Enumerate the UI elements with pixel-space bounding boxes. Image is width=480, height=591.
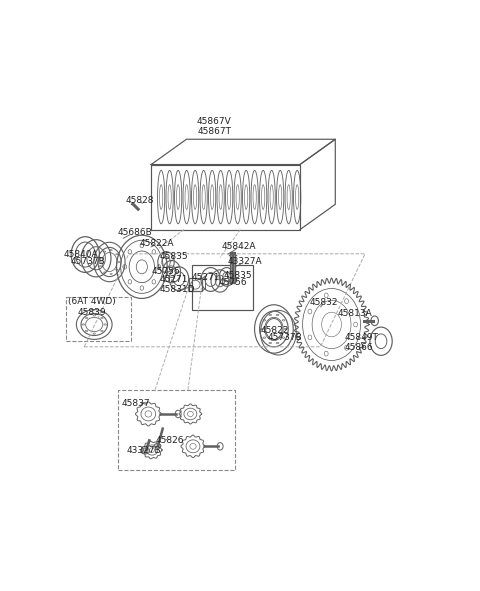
Text: 45849T
45866: 45849T 45866 <box>345 333 378 352</box>
Text: 45835: 45835 <box>224 271 252 280</box>
Text: 45826: 45826 <box>156 436 184 445</box>
Text: 45271: 45271 <box>160 275 188 284</box>
Text: 45813A: 45813A <box>337 309 372 318</box>
Text: 45867V
45867T: 45867V 45867T <box>197 117 232 137</box>
Text: 45835: 45835 <box>160 252 188 261</box>
Text: 45271: 45271 <box>192 273 221 282</box>
Text: 45822: 45822 <box>261 326 289 335</box>
Text: 45756: 45756 <box>152 267 180 276</box>
Text: 45686B: 45686B <box>118 228 153 237</box>
Text: 45842A: 45842A <box>222 242 256 251</box>
Text: 45832: 45832 <box>309 298 338 307</box>
Text: 43327B: 43327B <box>126 446 161 456</box>
Text: (6AT 4WD): (6AT 4WD) <box>68 297 116 306</box>
Text: 45737B: 45737B <box>71 258 105 267</box>
Text: 45837: 45837 <box>121 399 150 408</box>
Text: 45840A: 45840A <box>64 250 98 259</box>
Text: 45828: 45828 <box>125 196 154 205</box>
Text: 45756: 45756 <box>218 278 247 287</box>
Text: 45831D: 45831D <box>160 285 195 294</box>
Text: 45822A: 45822A <box>140 239 175 248</box>
Text: 43327A: 43327A <box>228 258 262 267</box>
Text: 45839: 45839 <box>78 308 107 317</box>
Ellipse shape <box>154 443 161 448</box>
Ellipse shape <box>141 448 150 454</box>
Text: 45737B: 45737B <box>267 333 302 342</box>
